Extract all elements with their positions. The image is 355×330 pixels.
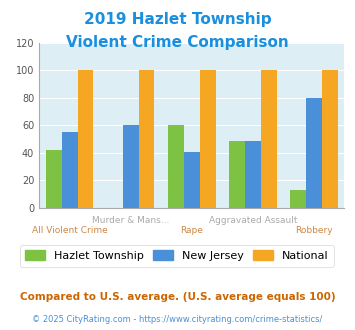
Bar bbox=[245, 141, 261, 208]
Legend: Hazlet Township, New Jersey, National: Hazlet Township, New Jersey, National bbox=[20, 245, 334, 267]
Text: © 2025 CityRating.com - https://www.cityrating.com/crime-statistics/: © 2025 CityRating.com - https://www.city… bbox=[32, 315, 323, 324]
Text: All Violent Crime: All Violent Crime bbox=[32, 226, 108, 235]
Bar bbox=[200, 70, 215, 208]
Text: Compared to U.S. average. (U.S. average equals 100): Compared to U.S. average. (U.S. average … bbox=[20, 292, 335, 302]
Bar bbox=[306, 98, 322, 208]
Text: Robbery: Robbery bbox=[295, 226, 333, 235]
Bar bbox=[322, 70, 338, 208]
Bar bbox=[290, 190, 306, 208]
Text: Violent Crime Comparison: Violent Crime Comparison bbox=[66, 35, 289, 50]
Bar bbox=[184, 151, 200, 208]
Text: Murder & Mans...: Murder & Mans... bbox=[92, 216, 169, 225]
Bar bbox=[62, 132, 77, 208]
Text: Rape: Rape bbox=[180, 226, 203, 235]
Text: 2019 Hazlet Township: 2019 Hazlet Township bbox=[84, 12, 271, 26]
Bar bbox=[168, 125, 184, 208]
Bar bbox=[123, 125, 138, 208]
Text: Aggravated Assault: Aggravated Assault bbox=[208, 216, 297, 225]
Bar bbox=[261, 70, 277, 208]
Bar bbox=[77, 70, 93, 208]
Bar bbox=[46, 150, 62, 208]
Bar bbox=[138, 70, 154, 208]
Bar bbox=[229, 141, 245, 208]
